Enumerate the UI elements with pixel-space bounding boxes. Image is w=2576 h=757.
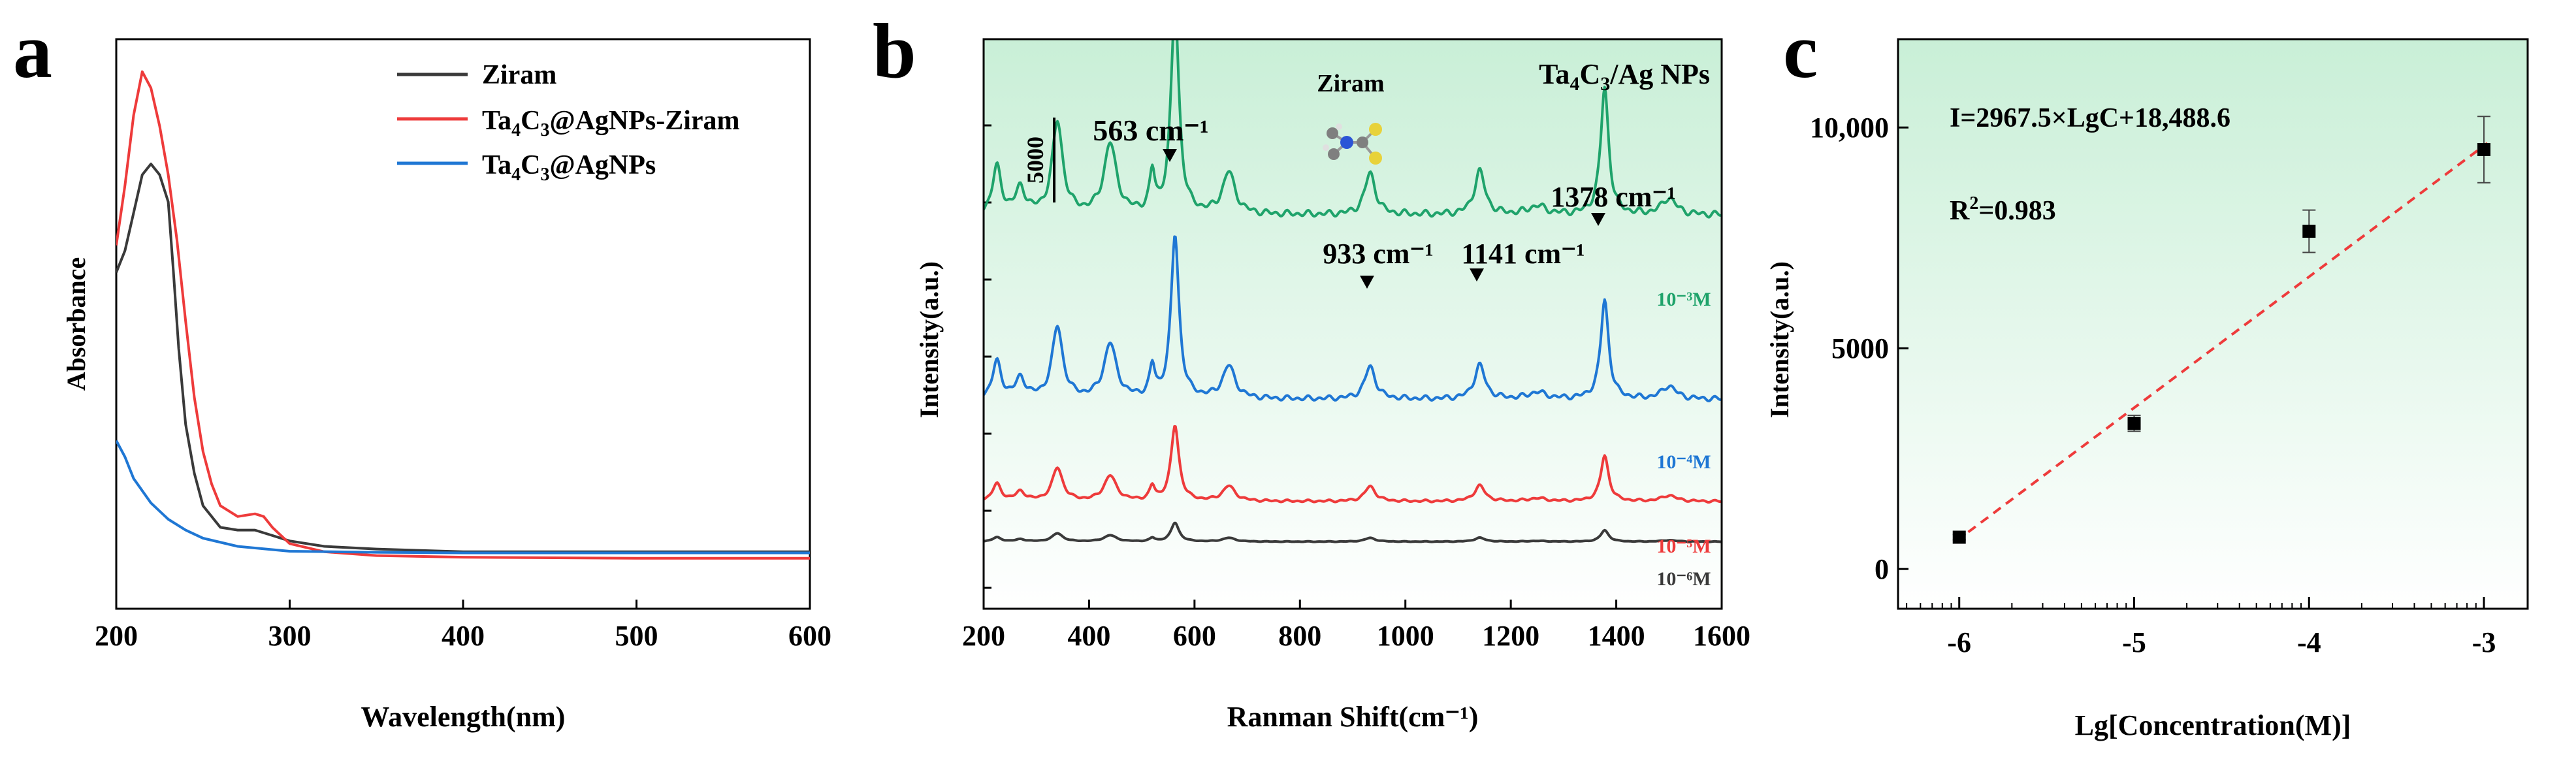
panel-a-ylabel: Absorbance: [61, 257, 91, 391]
fit-equation: I=2967.5×LgC+18,488.6: [1950, 103, 2230, 133]
panel-a-letter: a: [13, 7, 52, 94]
peak-marker-1378: [1591, 213, 1605, 226]
panel-b-title: Ta4C3/Ag NPs: [1539, 58, 1710, 95]
spectrum-line-2: [984, 425, 1722, 504]
x-tick-label: 400: [442, 620, 485, 652]
panel-c-points: [1952, 116, 2491, 544]
conc-label-1e-4: 10⁻⁴M: [1656, 451, 1711, 473]
x-tick-label: 1000: [1377, 620, 1434, 652]
data-point: [2127, 417, 2141, 430]
panel-b: b 200 400 600 800 1000 1200 1400 1600 Intensity…: [873, 7, 1750, 733]
peak-label-1378: 1378 cm⁻¹: [1551, 181, 1676, 213]
data-point: [2477, 142, 2491, 156]
panel-a-xlabel: Wavelength(nm): [361, 701, 566, 733]
spectrum-line-0: [984, 39, 1722, 219]
x-tick-label: 200: [95, 620, 138, 652]
peak-label-1141: 1141 cm⁻¹: [1461, 238, 1585, 270]
panel-b-x-axis: 200 400 600 800 1000 1200 1400 1600: [962, 600, 1750, 652]
legend-label-ta4c3-agnps-ziram: Ta4C3@AgNPs-Ziram: [482, 106, 740, 140]
x-tick-label: 1200: [1482, 620, 1539, 652]
panel-c-axes: -6 -5 -4 -3 0 5000 10,000: [1810, 112, 2496, 658]
panel-c: c -6 -5 -4 -3 0 5000 10,000 Intensity(a.u.) Lg…: [1765, 7, 2529, 741]
panel-c-plot-frame: [1897, 38, 2529, 610]
panel-c-letter: c: [1783, 7, 1818, 94]
y-tick-label: 10,000: [1810, 112, 1889, 144]
data-point: [1952, 530, 1966, 544]
x-tick-label: 600: [788, 620, 831, 652]
series-line-0: [116, 163, 810, 553]
legend-label-ta4c3-agnps: Ta4C3@AgNPs: [482, 150, 656, 185]
peak-marker-1141: [1470, 268, 1484, 282]
molecule-label: Ziram: [1317, 70, 1384, 97]
panel-a-legend: Ziram Ta4C3@AgNPs-Ziram Ta4C3@AgNPs: [397, 60, 740, 185]
panel-b-curves: [984, 39, 1722, 543]
x-tick-label: -3: [2472, 626, 2496, 658]
data-point: [2302, 225, 2316, 238]
x-tick-label: 1600: [1693, 620, 1750, 652]
spectrum-line-3: [984, 521, 1722, 543]
x-tick-label: 500: [615, 620, 658, 652]
x-tick-label: 1400: [1588, 620, 1645, 652]
scale-bar: 5000: [1022, 118, 1055, 202]
x-tick-label: 200: [962, 620, 1005, 652]
panel-c-fit-line: [1955, 142, 2488, 543]
x-tick-label: 600: [1173, 620, 1216, 652]
y-tick-label: 0: [1875, 553, 1889, 585]
panel-c-plot-background: [1898, 39, 2528, 609]
scale-bar-label: 5000: [1022, 137, 1048, 184]
fit-line: [1955, 142, 2488, 543]
x-tick-label: -5: [2122, 626, 2146, 658]
panel-b-plot-frame: [982, 38, 1723, 610]
peak-marker-933: [1360, 276, 1374, 289]
x-tick-label: -6: [1947, 626, 1971, 658]
panel-c-xlabel: Lg[Concentration(M)]: [2075, 709, 2351, 741]
x-tick-label: 800: [1278, 620, 1321, 652]
peak-label-933: 933 cm⁻¹: [1323, 238, 1434, 270]
panel-a-curves: [116, 70, 810, 560]
series-line-1: [116, 70, 810, 560]
spectrum-line-1: [984, 235, 1722, 402]
peak-label-563: 563 cm⁻¹: [1093, 114, 1208, 147]
panel-a: a 200 300 400 500 600 Absorbance Wavelength(…: [13, 7, 831, 733]
y-tick-label: 5000: [1831, 332, 1889, 364]
panel-b-xlabel: Ranman Shift(cm⁻¹): [1227, 701, 1479, 733]
conc-label-1e-6: 10⁻⁶M: [1656, 568, 1711, 590]
legend-label-ziram: Ziram: [482, 60, 556, 90]
panel-b-letter: b: [873, 7, 916, 94]
x-tick-label: 400: [1067, 620, 1110, 652]
fit-r-squared: R2=0.983: [1950, 193, 2056, 226]
conc-label-1e-3: 10⁻³M: [1656, 289, 1711, 310]
x-tick-label: 300: [268, 620, 312, 652]
peak-markers: 563 cm⁻¹ 933 cm⁻¹ 1141 cm⁻¹ 1378 cm⁻¹: [1093, 114, 1676, 289]
panel-b-ylabel: Intensity(a.u.): [914, 261, 944, 418]
panel-a-x-axis: 200 300 400 500 600: [95, 600, 831, 652]
peak-marker-563: [1163, 149, 1177, 162]
x-tick-label: -4: [2297, 626, 2321, 658]
panel-b-plot-background: [984, 39, 1722, 609]
conc-label-1e-5: 10⁻⁵M: [1656, 536, 1711, 557]
series-line-2: [116, 440, 810, 555]
ziram-molecule-icon: [1323, 123, 1382, 165]
panel-c-ylabel: Intensity(a.u.): [1765, 261, 1794, 418]
